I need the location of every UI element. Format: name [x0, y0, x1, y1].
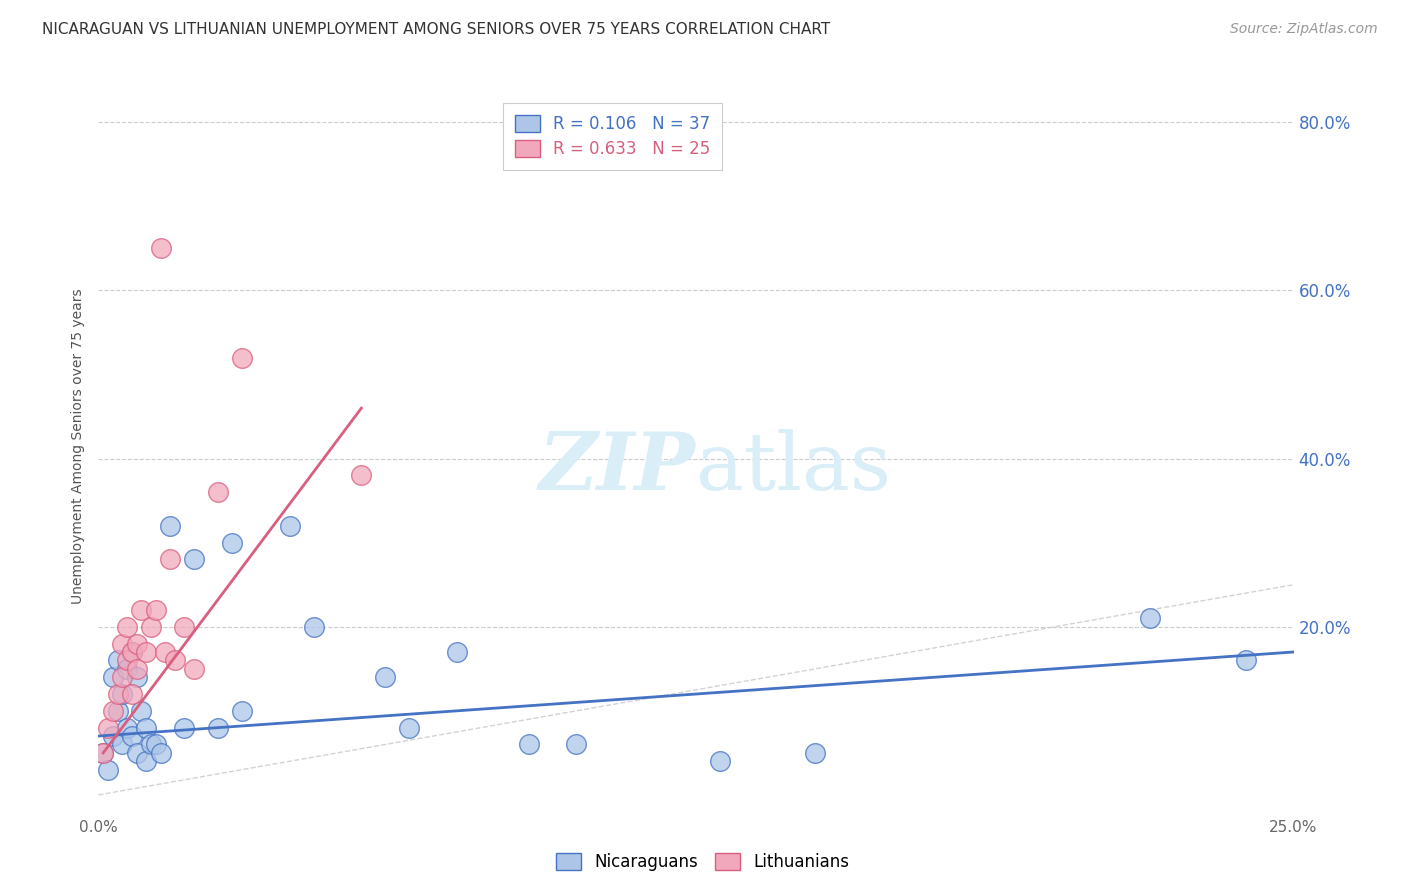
Text: NICARAGUAN VS LITHUANIAN UNEMPLOYMENT AMONG SENIORS OVER 75 YEARS CORRELATION CH: NICARAGUAN VS LITHUANIAN UNEMPLOYMENT AM… [42, 22, 831, 37]
Point [207, 721, 229, 735]
Point [135, 754, 157, 768]
Point [121, 687, 143, 701]
Point [101, 670, 124, 684]
Point [91, 746, 114, 760]
Point [374, 670, 396, 684]
Point [115, 721, 138, 735]
Point [121, 645, 143, 659]
Point [125, 670, 148, 684]
Point [159, 519, 181, 533]
Point [155, 645, 177, 659]
Point [398, 721, 420, 735]
Point [97, 721, 120, 735]
Point [145, 738, 167, 752]
Point [163, 653, 186, 667]
Legend: Nicaraguans, Lithuanians: Nicaraguans, Lithuanians [548, 845, 858, 880]
Point [115, 653, 138, 667]
Point [139, 620, 162, 634]
Point [111, 670, 134, 684]
Point [302, 620, 325, 634]
Point [149, 242, 172, 256]
Point [139, 738, 162, 752]
Point [517, 738, 540, 752]
Text: atlas: atlas [696, 429, 891, 507]
Point [278, 519, 301, 533]
Text: ZIP: ZIP [538, 429, 696, 507]
Point [231, 351, 253, 365]
Point [709, 754, 731, 768]
Legend: R = 0.106   N = 37, R = 0.633   N = 25: R = 0.106 N = 37, R = 0.633 N = 25 [503, 103, 721, 169]
Point [1234, 653, 1257, 667]
Point [107, 653, 129, 667]
Point [207, 485, 229, 500]
Point [135, 645, 157, 659]
Point [121, 729, 143, 743]
Point [101, 729, 124, 743]
Text: Source: ZipAtlas.com: Source: ZipAtlas.com [1230, 22, 1378, 37]
Point [91, 746, 114, 760]
Point [97, 763, 120, 777]
Point [159, 552, 181, 566]
Point [183, 662, 205, 676]
Point [145, 603, 167, 617]
Point [173, 721, 195, 735]
Point [125, 662, 148, 676]
Point [183, 552, 205, 566]
Point [121, 645, 143, 659]
Point [125, 636, 148, 650]
Point [107, 704, 129, 718]
Point [446, 645, 468, 659]
Point [804, 746, 827, 760]
Point [107, 687, 129, 701]
Point [149, 746, 172, 760]
Point [350, 468, 373, 483]
Point [135, 721, 157, 735]
Point [1139, 611, 1161, 625]
Point [111, 738, 134, 752]
Point [173, 620, 195, 634]
Point [101, 704, 124, 718]
Point [221, 535, 243, 549]
Point [111, 687, 134, 701]
Point [115, 662, 138, 676]
Point [111, 636, 134, 650]
Point [131, 603, 153, 617]
Point [125, 746, 148, 760]
Point [131, 704, 153, 718]
Point [231, 704, 253, 718]
Point [565, 738, 588, 752]
Y-axis label: Unemployment Among Seniors over 75 years: Unemployment Among Seniors over 75 years [72, 288, 86, 604]
Point [115, 620, 138, 634]
